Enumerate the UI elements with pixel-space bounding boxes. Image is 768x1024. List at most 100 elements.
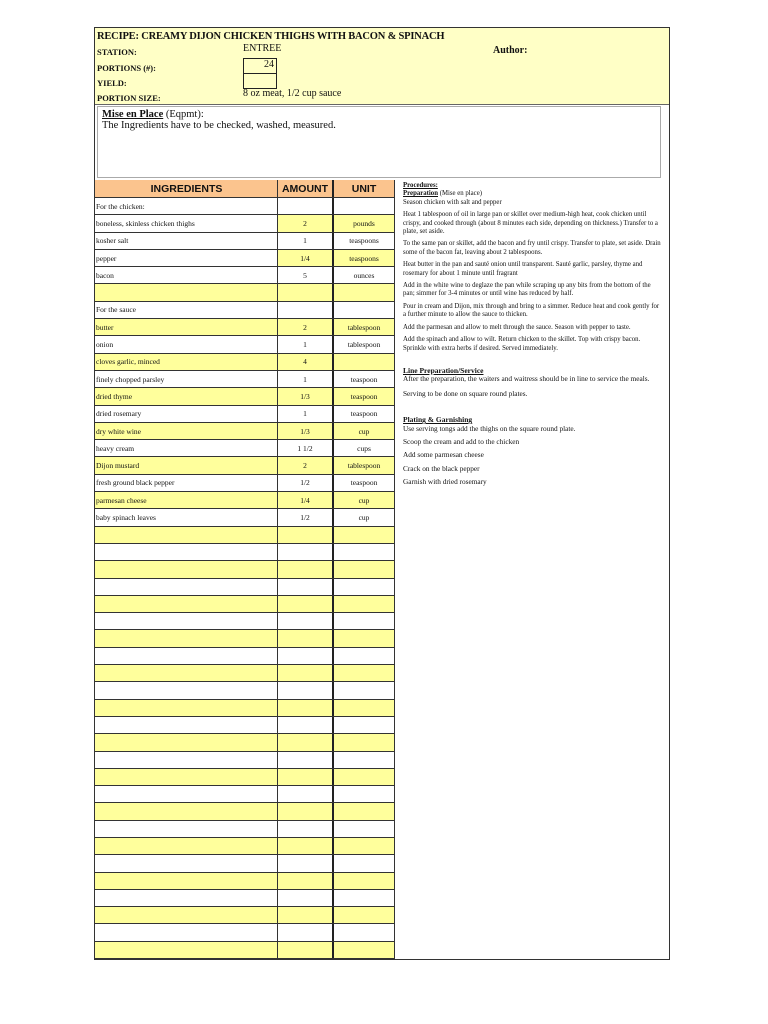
- cell-ingredient[interactable]: [95, 924, 278, 941]
- cell-unit[interactable]: [334, 526, 395, 543]
- cell-unit[interactable]: [334, 301, 395, 319]
- cell-unit[interactable]: [334, 198, 395, 215]
- cell-unit[interactable]: tablespoon: [334, 336, 395, 353]
- cell-unit[interactable]: [334, 613, 395, 630]
- cell-amount[interactable]: [278, 855, 334, 872]
- cell-ingredient[interactable]: For the chicken:: [95, 198, 278, 215]
- cell-amount[interactable]: [278, 578, 334, 595]
- cell-ingredient[interactable]: [95, 578, 278, 595]
- cell-unit[interactable]: [334, 941, 395, 959]
- cell-ingredient[interactable]: [95, 682, 278, 699]
- cell-ingredient[interactable]: [95, 543, 278, 561]
- cell-amount[interactable]: 2: [278, 457, 334, 474]
- cell-unit[interactable]: [334, 682, 395, 699]
- cell-amount[interactable]: 4: [278, 353, 334, 370]
- cell-amount[interactable]: [278, 699, 334, 716]
- cell-unit[interactable]: [334, 578, 395, 595]
- portions-field[interactable]: 24: [243, 58, 277, 74]
- cell-amount[interactable]: [278, 526, 334, 543]
- cell-amount[interactable]: 1: [278, 405, 334, 422]
- cell-unit[interactable]: [334, 872, 395, 889]
- cell-amount[interactable]: 1: [278, 370, 334, 388]
- cell-unit[interactable]: [334, 595, 395, 613]
- cell-unit[interactable]: [334, 820, 395, 837]
- cell-unit[interactable]: [334, 561, 395, 578]
- cell-unit[interactable]: teaspoons: [334, 232, 395, 249]
- cell-amount[interactable]: 1/3: [278, 388, 334, 405]
- cell-ingredient[interactable]: heavy cream: [95, 440, 278, 457]
- cell-unit[interactable]: [334, 855, 395, 872]
- cell-unit[interactable]: [334, 716, 395, 734]
- station-value[interactable]: ENTREE: [243, 43, 282, 54]
- cell-unit[interactable]: [334, 803, 395, 820]
- cell-ingredient[interactable]: pepper: [95, 249, 278, 267]
- cell-ingredient[interactable]: [95, 595, 278, 613]
- cell-amount[interactable]: [278, 682, 334, 699]
- cell-ingredient[interactable]: dried thyme: [95, 388, 278, 405]
- cell-unit[interactable]: [334, 353, 395, 370]
- cell-ingredient[interactable]: parmesan cheese: [95, 492, 278, 509]
- cell-ingredient[interactable]: fresh ground black pepper: [95, 474, 278, 492]
- cell-amount[interactable]: [278, 665, 334, 682]
- cell-ingredient[interactable]: [95, 665, 278, 682]
- cell-unit[interactable]: teaspoon: [334, 388, 395, 405]
- cell-amount[interactable]: 2: [278, 215, 334, 232]
- cell-unit[interactable]: teaspoon: [334, 370, 395, 388]
- cell-amount[interactable]: [278, 543, 334, 561]
- cell-amount[interactable]: 1/4: [278, 249, 334, 267]
- cell-ingredient[interactable]: dry white wine: [95, 422, 278, 440]
- cell-unit[interactable]: [334, 837, 395, 855]
- cell-ingredient[interactable]: [95, 872, 278, 889]
- cell-ingredient[interactable]: onion: [95, 336, 278, 353]
- cell-amount[interactable]: [278, 768, 334, 786]
- cell-amount[interactable]: [278, 734, 334, 751]
- cell-ingredient[interactable]: dried rosemary: [95, 405, 278, 422]
- cell-amount[interactable]: [278, 561, 334, 578]
- cell-unit[interactable]: [334, 751, 395, 768]
- cell-amount[interactable]: [278, 889, 334, 907]
- cell-unit[interactable]: tablespoon: [334, 319, 395, 336]
- cell-unit[interactable]: [334, 647, 395, 665]
- cell-unit[interactable]: [334, 665, 395, 682]
- cell-unit[interactable]: [334, 543, 395, 561]
- cell-ingredient[interactable]: [95, 907, 278, 924]
- cell-ingredient[interactable]: [95, 768, 278, 786]
- cell-unit[interactable]: [334, 699, 395, 716]
- cell-ingredient[interactable]: kosher salt: [95, 232, 278, 249]
- cell-unit[interactable]: [334, 768, 395, 786]
- cell-amount[interactable]: [278, 301, 334, 319]
- cell-ingredient[interactable]: [95, 751, 278, 768]
- cell-unit[interactable]: [334, 924, 395, 941]
- cell-ingredient[interactable]: bacon: [95, 267, 278, 284]
- cell-unit[interactable]: cup: [334, 422, 395, 440]
- cell-ingredient[interactable]: For the sauce: [95, 301, 278, 319]
- cell-ingredient[interactable]: [95, 820, 278, 837]
- cell-amount[interactable]: [278, 595, 334, 613]
- cell-ingredient[interactable]: [95, 561, 278, 578]
- cell-unit[interactable]: teaspoons: [334, 249, 395, 267]
- cell-ingredient[interactable]: [95, 716, 278, 734]
- cell-ingredient[interactable]: [95, 699, 278, 716]
- cell-ingredient[interactable]: finely chopped parsley: [95, 370, 278, 388]
- cell-ingredient[interactable]: [95, 837, 278, 855]
- cell-ingredient[interactable]: [95, 630, 278, 647]
- cell-unit[interactable]: cups: [334, 440, 395, 457]
- cell-unit[interactable]: [334, 284, 395, 301]
- cell-ingredient[interactable]: [95, 284, 278, 301]
- cell-unit[interactable]: ounces: [334, 267, 395, 284]
- cell-unit[interactable]: [334, 786, 395, 803]
- cell-ingredient[interactable]: [95, 734, 278, 751]
- cell-unit[interactable]: teaspoon: [334, 405, 395, 422]
- cell-amount[interactable]: [278, 630, 334, 647]
- cell-amount[interactable]: [278, 941, 334, 959]
- cell-ingredient[interactable]: [95, 613, 278, 630]
- cell-amount[interactable]: 5: [278, 267, 334, 284]
- cell-amount[interactable]: [278, 924, 334, 941]
- cell-unit[interactable]: [334, 907, 395, 924]
- cell-amount[interactable]: 1: [278, 232, 334, 249]
- cell-amount[interactable]: [278, 613, 334, 630]
- cell-amount[interactable]: [278, 907, 334, 924]
- cell-unit[interactable]: cup: [334, 509, 395, 526]
- cell-unit[interactable]: [334, 630, 395, 647]
- cell-amount[interactable]: [278, 198, 334, 215]
